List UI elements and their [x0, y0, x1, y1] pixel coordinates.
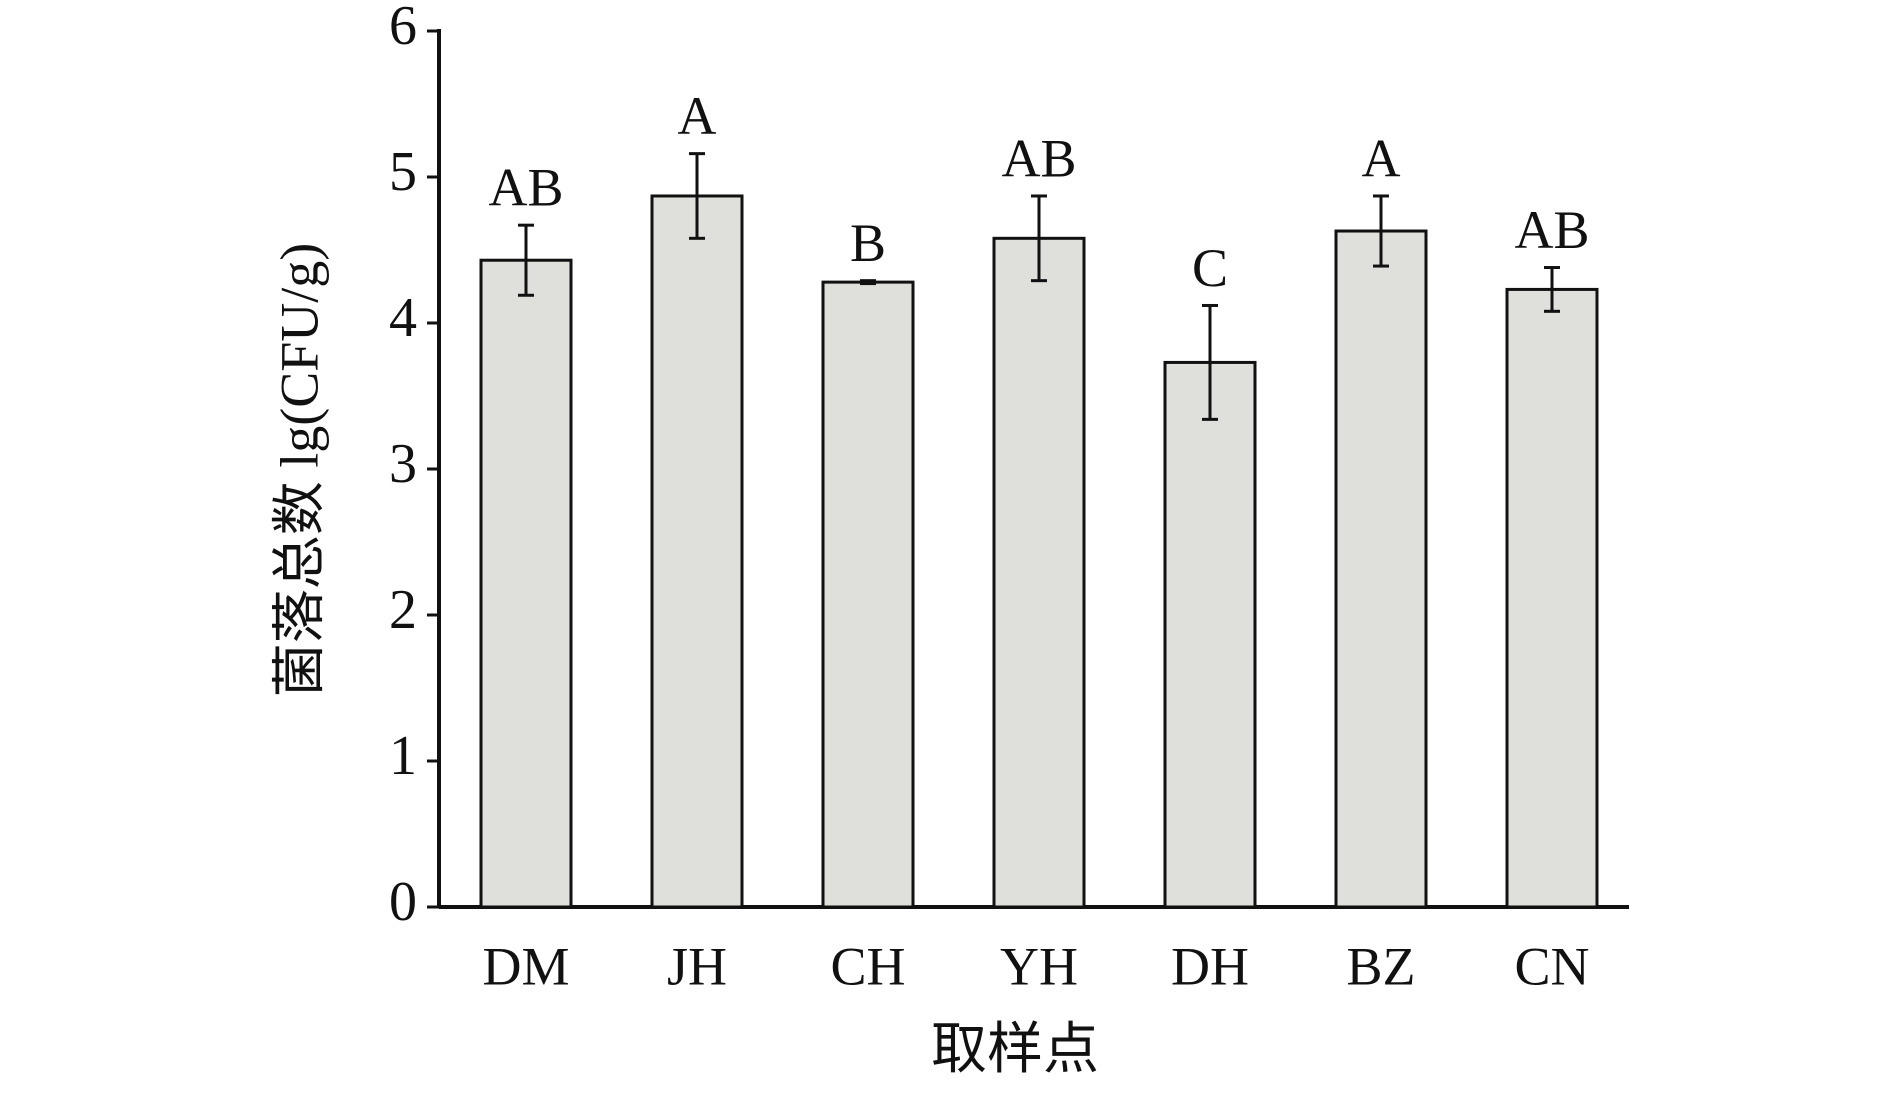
significance-label: A — [678, 86, 717, 146]
bar — [1334, 229, 1428, 909]
y-tick-label: 3 — [389, 433, 417, 495]
significance-label: AB — [488, 158, 563, 218]
x-tick-label: DM — [482, 936, 569, 996]
x-tick-label: CN — [1514, 936, 1589, 996]
significance-label: AB — [1001, 128, 1076, 188]
y-tick-label: 4 — [389, 287, 417, 349]
bar — [1505, 287, 1599, 909]
x-tick-label: JH — [667, 936, 727, 996]
x-tick-label: YH — [1000, 936, 1078, 996]
x-tick-label: CH — [830, 936, 905, 996]
x-axis-label: 取样点 — [931, 1019, 1099, 1081]
significance-label: B — [850, 213, 886, 273]
x-tick-label: BZ — [1346, 936, 1415, 996]
bar — [1163, 360, 1257, 909]
x-tick-label: DH — [1171, 936, 1249, 996]
y-tick-label: 6 — [389, 0, 417, 57]
significance-label: AB — [1514, 200, 1589, 260]
bar — [650, 194, 744, 909]
significance-label: A — [1362, 128, 1401, 188]
y-tick-label: 5 — [389, 141, 417, 203]
bar — [479, 258, 573, 909]
bar — [992, 236, 1086, 909]
y-tick-label: 2 — [389, 579, 417, 641]
y-axis-label: 菌落总数 lg(CFU/g) — [269, 243, 329, 698]
y-tick-label: 0 — [389, 871, 417, 933]
significance-label: C — [1192, 238, 1228, 298]
bar — [821, 280, 915, 909]
y-tick-label: 1 — [389, 725, 417, 787]
